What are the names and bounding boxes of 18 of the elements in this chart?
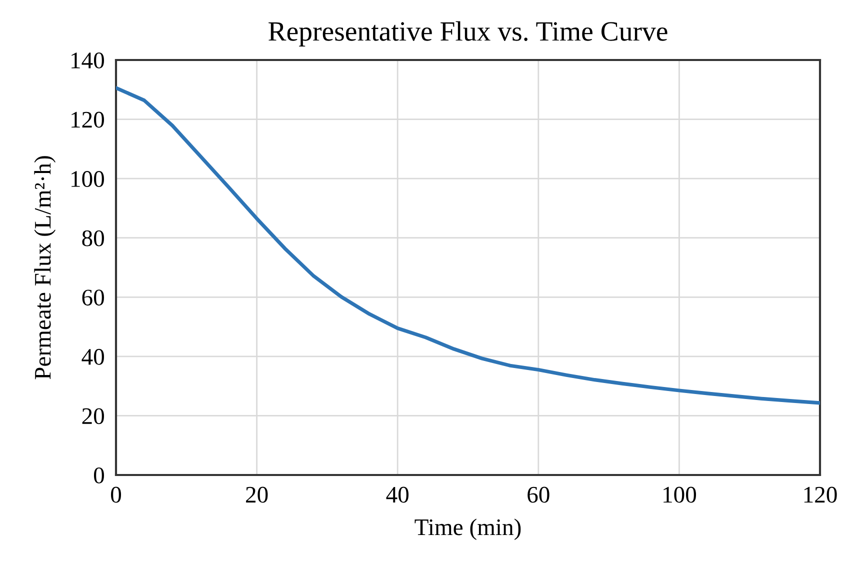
y-axis-title: Permeate Flux (L/m²·h) [34,156,56,380]
x-tick-label: 40 [386,486,409,503]
x-tick-label: 0 [110,486,122,503]
y-tick-label: 20 [82,408,104,424]
line-series [116,86,820,405]
chart-title: Representative Flux vs. Time Curve [268,21,668,46]
y-tick-label: 80 [82,230,104,246]
x-axis-title: Time (min) [414,518,521,540]
y-tick-label: 0 [94,467,104,484]
x-tick-label: 20 [246,486,268,503]
y-tick-label: 100 [72,171,104,187]
y-tick-label: 40 [82,348,104,365]
x-tick-label: 60 [528,486,550,503]
y-tick-label: 60 [82,290,104,306]
x-tick-label: 100 [664,486,696,503]
y-tick-label: 140 [72,52,104,68]
y-tick-label: 120 [72,112,104,128]
x-tick-label: 120 [804,486,837,503]
